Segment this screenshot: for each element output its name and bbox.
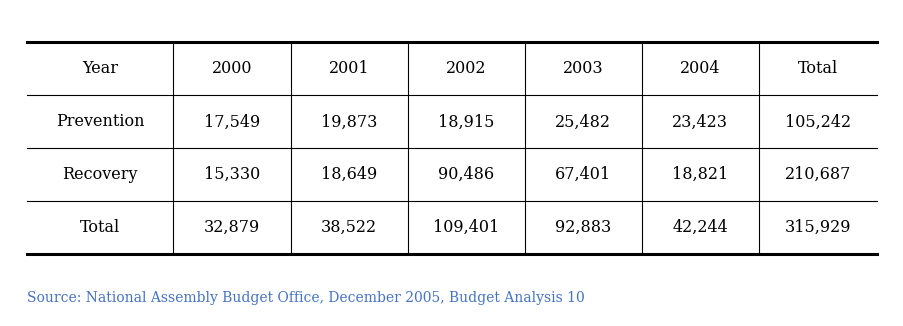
Text: Source: National Assembly Budget Office, December 2005, Budget Analysis 10: Source: National Assembly Budget Office,…	[27, 291, 584, 305]
Text: 19,873: 19,873	[321, 113, 377, 130]
Text: 32,879: 32,879	[204, 219, 260, 236]
Text: 109,401: 109,401	[433, 219, 498, 236]
Text: 210,687: 210,687	[784, 166, 850, 183]
Text: 315,929: 315,929	[784, 219, 851, 236]
Text: Total: Total	[796, 60, 837, 77]
Text: 38,522: 38,522	[321, 219, 377, 236]
Text: 2003: 2003	[563, 60, 603, 77]
Text: 92,883: 92,883	[554, 219, 610, 236]
Text: 18,915: 18,915	[437, 113, 494, 130]
Text: 2001: 2001	[329, 60, 369, 77]
Text: 90,486: 90,486	[438, 166, 494, 183]
Text: Total: Total	[80, 219, 120, 236]
Text: 42,244: 42,244	[672, 219, 728, 236]
Text: Year: Year	[82, 60, 118, 77]
Text: 2000: 2000	[211, 60, 252, 77]
Text: 15,330: 15,330	[204, 166, 260, 183]
Text: Recovery: Recovery	[62, 166, 138, 183]
Text: 23,423: 23,423	[672, 113, 728, 130]
Text: 105,242: 105,242	[784, 113, 850, 130]
Text: 2002: 2002	[445, 60, 486, 77]
Text: 18,821: 18,821	[672, 166, 728, 183]
Text: 2004: 2004	[679, 60, 720, 77]
Text: 67,401: 67,401	[554, 166, 610, 183]
Text: Prevention: Prevention	[56, 113, 144, 130]
Text: 18,649: 18,649	[321, 166, 377, 183]
Text: 17,549: 17,549	[204, 113, 260, 130]
Text: 25,482: 25,482	[554, 113, 610, 130]
